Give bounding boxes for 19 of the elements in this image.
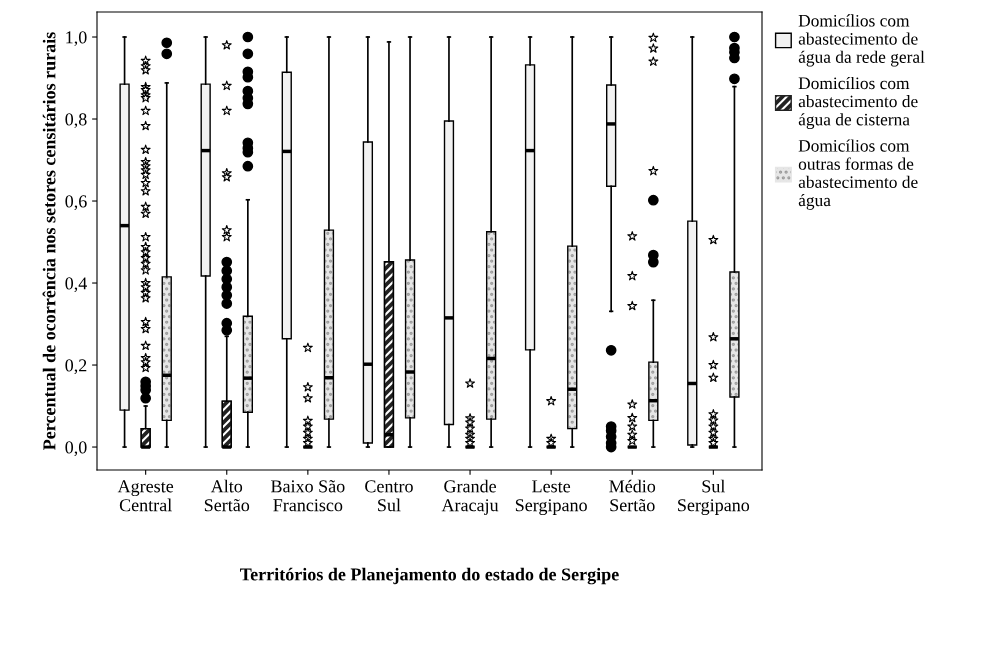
legend-label: Domicílios com abastecimento de água de cisterna [798,76,918,130]
x-tick-label: Grande Aracaju [441,479,499,515]
legend-label: Domicílios com outras formas de abastecimento de água [798,139,918,210]
y-tick-label: 0,0 [65,441,87,457]
x-tick-label: Agreste Central [117,480,174,512]
x-tick-label: Leste Sergipano [515,480,587,516]
y-tick-label: 0,8 [65,113,87,129]
x-tick-label: Centro Sul [365,480,413,512]
y-tick-label: 0,4 [65,277,87,293]
legend-label: Domicílios com abastecimento de água da rede geral [798,14,925,67]
x-axis-title: Territórios de Planejamento do estado de Sergipe [240,567,619,585]
y-tick-label: 0,2 [65,359,87,375]
y-axis-title: Percentual de ocorrência nos setores censitários rurais [42,32,56,450]
y-tick-label: 1,0 [66,31,87,47]
x-tick-label: Baixo São Francisco [271,480,345,512]
y-tick-label: 0,6 [65,195,87,211]
x-tick-label: Sul Sergipano [678,479,750,516]
x-tick-label: Médio Sertão [609,479,656,512]
x-tick-label: Alto Sertão [204,479,250,512]
